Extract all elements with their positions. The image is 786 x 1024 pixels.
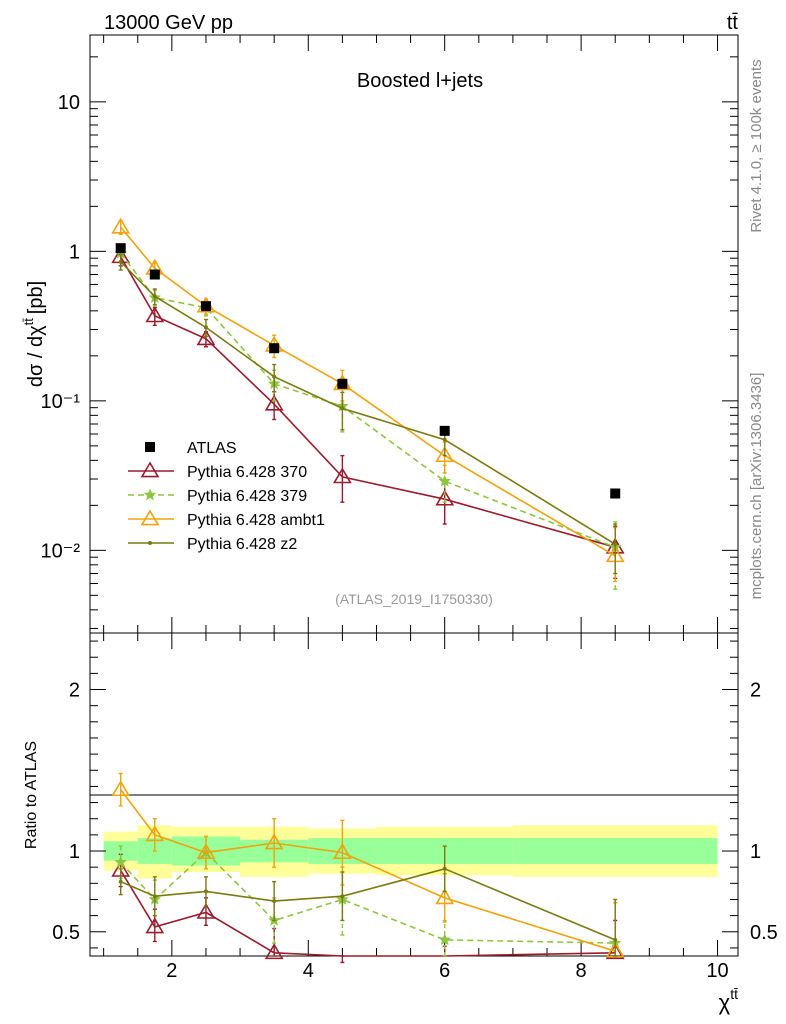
main-point-p370	[332, 467, 352, 484]
main-ylabel: dσ / dχtt̄[pb]	[21, 281, 47, 387]
main-series-z2	[118, 253, 618, 575]
main-point-z2	[118, 259, 123, 264]
main-data-point	[337, 378, 348, 389]
main-ytick-label: 10⁻¹	[41, 391, 81, 413]
mcplots-label: mcplots.cern.ch [arXiv:1306.3436]	[748, 373, 765, 600]
main-point-ambt1	[111, 217, 131, 234]
main-point-p370	[264, 394, 284, 411]
main-point-z2	[340, 406, 345, 411]
main-ytick-label: 10	[58, 92, 80, 114]
ratio-ytick-label-right: 0.5	[750, 922, 778, 944]
ratio-point-z2	[203, 889, 208, 894]
ratio-xtick-label: 8	[576, 960, 587, 982]
ratio-ytick-label-right: 2	[750, 680, 761, 702]
ratio-point-p370	[264, 943, 284, 960]
ratio-point-z2	[152, 894, 157, 899]
ratio-point-z2	[118, 879, 123, 884]
ratio-point-ambt1	[111, 780, 131, 797]
ratio-line-z2	[120, 867, 616, 941]
ratio-ytick-label-left: 2	[69, 680, 80, 702]
legend-marker-atlas	[145, 442, 155, 452]
ratio-point-z2	[613, 937, 618, 942]
ratio-point-ambt1	[145, 825, 165, 842]
legend-marker-z2	[148, 541, 152, 545]
main-point-z2	[442, 437, 447, 442]
ratio-xtick-label: 4	[303, 960, 314, 982]
legend-label-ambt1: Pythia 6.428 ambt1	[187, 512, 325, 529]
main-title: Boosted l+jets	[357, 70, 483, 92]
ratio-band-inner	[103, 841, 138, 861]
ratio-band-inner	[512, 838, 718, 864]
ratio-ytick-label-left: 1	[69, 841, 80, 863]
ratio-point-p379	[114, 855, 128, 868]
analysis-watermark: (ATLAS_2019_I1750330)	[335, 591, 493, 607]
main-line-ambt1	[120, 226, 616, 557]
ratio-point-ambt1	[332, 843, 352, 860]
ratio-point-z2	[340, 894, 345, 899]
main-point-z2	[272, 374, 277, 379]
rivet-version-label: Rivet 4.1.0, ≥ 100k events	[748, 59, 765, 232]
ratio-point-p379	[438, 933, 452, 946]
main-point-p379	[438, 474, 452, 487]
ratio-point-p370	[145, 917, 165, 934]
main-point-z2	[613, 542, 618, 547]
ratio-point-p370	[605, 943, 625, 960]
ratio-ylabel: Ratio to ATLAS	[23, 741, 40, 849]
header-right: tt̄	[727, 12, 739, 34]
main-ytick-label: 1	[69, 241, 80, 263]
main-data-point	[610, 488, 621, 499]
ratio-point-ambt1	[605, 941, 625, 958]
main-point-z2	[152, 294, 157, 299]
main-data-point	[439, 425, 450, 436]
ratio-point-ambt1	[196, 843, 216, 860]
ratio-point-ambt1	[264, 833, 284, 850]
legend-label-p379: Pythia 6.428 379	[187, 488, 307, 505]
ratio-point-p370	[196, 902, 216, 919]
ratio-series-z2	[118, 845, 618, 957]
main-data-point	[115, 243, 126, 254]
ratio-ytick-label-right: 1	[750, 841, 761, 863]
main-data-point	[149, 269, 160, 280]
legend-marker-p370	[140, 461, 160, 478]
ratio-point-z2	[442, 866, 447, 871]
main-point-p370	[435, 489, 455, 506]
ratio-point-z2	[272, 899, 277, 904]
ratio-xtick-label: 2	[166, 960, 177, 982]
main-point-p370	[145, 306, 165, 323]
x-axis-label: χtt̄	[719, 986, 738, 1015]
legend-marker-ambt1	[140, 509, 160, 526]
ratio-point-ambt1	[435, 888, 455, 905]
legend-label-atlas: ATLAS	[187, 440, 237, 457]
legend-label-p370: Pythia 6.428 370	[187, 464, 307, 481]
ratio-xtick-label: 10	[706, 960, 728, 982]
main-data-point	[269, 343, 280, 354]
main-ytick-label: 10⁻²	[41, 540, 81, 562]
ratio-ytick-label-left: 0.5	[52, 922, 80, 944]
main-point-ambt1	[435, 446, 455, 463]
legend-label-z2: Pythia 6.428 z2	[187, 536, 297, 553]
legend-marker-p379	[143, 488, 157, 501]
ratio-xtick-label: 6	[439, 960, 450, 982]
ratio-line-p370	[120, 869, 616, 957]
main-data-point	[200, 301, 211, 312]
main-point-z2	[203, 325, 208, 330]
header-left: 13000 GeV pp	[104, 12, 233, 34]
main-point-p370	[196, 329, 216, 346]
